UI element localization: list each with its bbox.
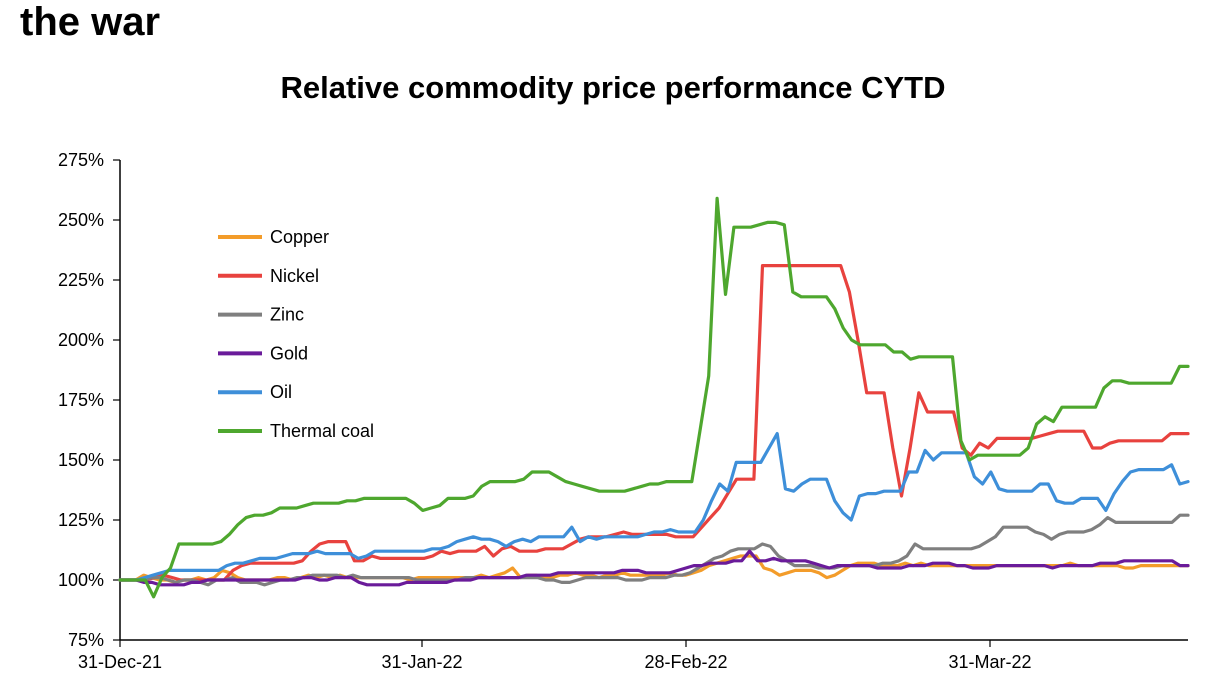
legend-label: Copper bbox=[270, 227, 329, 247]
y-tick-label: 200% bbox=[58, 330, 104, 350]
legend-label: Nickel bbox=[270, 266, 319, 286]
legend-label: Oil bbox=[270, 382, 292, 402]
y-tick-label: 175% bbox=[58, 390, 104, 410]
legend-label: Gold bbox=[270, 343, 308, 363]
y-tick-label: 250% bbox=[58, 210, 104, 230]
series-line-gold bbox=[118, 549, 1190, 587]
y-tick-label: 225% bbox=[58, 270, 104, 290]
axis-ticks: 75% 100% 125% 150% 175% 200% 225% 250% 275% 31-De… bbox=[58, 150, 1032, 672]
x-tick-label: 31-Dec-21 bbox=[78, 652, 162, 672]
y-tick-label: 125% bbox=[58, 510, 104, 530]
chart-title: Relative commodity price performance CYT… bbox=[280, 70, 946, 105]
x-tick-label: 28-Feb-22 bbox=[644, 652, 727, 672]
chart-lines bbox=[118, 196, 1190, 599]
page-heading: the war bbox=[20, 0, 161, 44]
y-tick-label: 275% bbox=[58, 150, 104, 170]
series-line-nickel bbox=[118, 264, 1190, 582]
legend-label: Zinc bbox=[270, 305, 304, 325]
series-line-oil bbox=[118, 432, 1190, 582]
y-tick-label: 150% bbox=[58, 450, 104, 470]
y-tick-label: 75% bbox=[68, 630, 104, 650]
legend-label: Thermal coal bbox=[270, 421, 374, 441]
chart-legend: Copper Nickel Zinc Gold Oil Thermal coal bbox=[218, 227, 374, 441]
y-tick-label: 100% bbox=[58, 570, 104, 590]
series-line-thermal-coal bbox=[118, 196, 1190, 599]
x-tick-label: 31-Jan-22 bbox=[381, 652, 462, 672]
x-tick-label: 31-Mar-22 bbox=[948, 652, 1031, 672]
